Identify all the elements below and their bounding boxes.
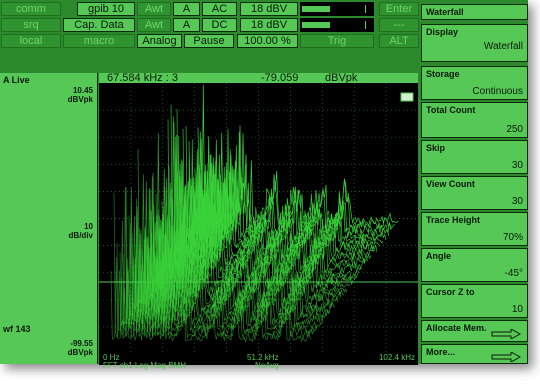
softkey-trace-height[interactable]: Trace Height 70% bbox=[421, 212, 528, 246]
macro-button[interactable]: macro bbox=[63, 34, 135, 48]
waterfall-trace bbox=[179, 128, 381, 251]
softkey-view-count[interactable]: View Count 30 bbox=[421, 176, 528, 210]
trace-description: FFT ch1 Log Mag BMH bbox=[103, 361, 186, 370]
enter-button[interactable]: Enter bbox=[379, 2, 419, 16]
softkey-more[interactable]: More... bbox=[421, 344, 528, 364]
coupling-dc-button[interactable]: DC bbox=[202, 18, 237, 32]
menu-title-waterfall: Waterfall bbox=[421, 4, 528, 20]
softkey-cursor-z[interactable]: Cursor Z to 10 bbox=[421, 284, 528, 318]
waterfall-trace bbox=[170, 104, 372, 263]
waterfall-trace bbox=[188, 141, 390, 240]
softkey-skip[interactable]: Skip 30 bbox=[421, 140, 528, 174]
local-indicator: local bbox=[1, 34, 61, 48]
dash-indicator: --- bbox=[379, 18, 419, 32]
averaging-status: NoAvg bbox=[255, 361, 279, 370]
waterfall-trace bbox=[143, 188, 345, 299]
channel-label: A Live bbox=[3, 75, 30, 85]
level-meter-1 bbox=[300, 2, 374, 16]
scale-bottom-value: -99.55 bbox=[70, 339, 93, 348]
scale-div-unit: dB/div bbox=[68, 231, 93, 240]
waterfall-trace bbox=[110, 257, 312, 344]
waterfall-trace bbox=[161, 179, 363, 275]
scale-div-value: 10 bbox=[84, 222, 93, 231]
waterfall-trace bbox=[146, 176, 348, 295]
waterfall-trace bbox=[182, 128, 384, 247]
waterfall-trace bbox=[149, 188, 351, 291]
gpib-address[interactable]: gpib 10 bbox=[77, 2, 135, 16]
waterfall-plot[interactable] bbox=[99, 83, 418, 365]
marker-readout: 67.584 kHz : 3 -79.059 dBVpk bbox=[99, 73, 418, 84]
range-ch2[interactable]: 18 dBV bbox=[240, 18, 298, 32]
alt-button[interactable]: ALT bbox=[379, 34, 419, 48]
progress-percent: 100.00 % bbox=[237, 34, 298, 48]
arrow-right-icon bbox=[491, 329, 521, 339]
marker-box-icon bbox=[400, 92, 414, 102]
scale-top-unit: dBVpk bbox=[67, 95, 93, 104]
arrow-right-icon bbox=[491, 352, 521, 362]
softkey-display[interactable]: Display Waterfall bbox=[421, 24, 528, 62]
waterfall-trace bbox=[173, 122, 375, 259]
waterfall-trace bbox=[185, 125, 387, 243]
channel-a-1[interactable]: A bbox=[173, 2, 200, 16]
softkey-storage[interactable]: Storage Continuous bbox=[421, 66, 528, 100]
left-scale-panel: A Live 10.45 dBVpk 10 dB/div wf 143 -99.… bbox=[0, 73, 98, 364]
freq-start: 0 Hz bbox=[103, 353, 120, 362]
level-meter-2 bbox=[300, 18, 374, 32]
softkey-allocate-memory[interactable]: Allocate Mem. bbox=[421, 320, 528, 342]
awt-a-2: Awt bbox=[137, 18, 171, 32]
scale-bottom-unit: dBVpk bbox=[67, 348, 93, 357]
waterfall-trace bbox=[128, 215, 330, 319]
comm-indicator: comm bbox=[1, 2, 61, 16]
softkey-total-count[interactable]: Total Count 250 bbox=[421, 102, 528, 138]
freq-end: 102.4 kHz bbox=[378, 353, 415, 362]
softkey-panel: Waterfall Display Waterfall Storage Cont… bbox=[421, 4, 528, 364]
analog-button[interactable]: Analog bbox=[137, 34, 182, 48]
waterfall-trace bbox=[197, 84, 399, 228]
coupling-ac-button[interactable]: AC bbox=[202, 2, 237, 16]
marker-unit: dBVpk bbox=[325, 72, 358, 84]
waterfall-index: wf 143 bbox=[3, 324, 31, 334]
cap-data-button[interactable]: Cap. Data bbox=[63, 18, 135, 32]
plot-footer: 0 Hz 51.2 kHz 102.4 kHz FFT ch1 Log Mag … bbox=[99, 353, 418, 370]
srq-indicator: srq bbox=[1, 18, 61, 32]
range-ch1[interactable]: 18 dBV bbox=[240, 2, 298, 16]
marker-frequency: 67.584 kHz : 3 bbox=[107, 72, 178, 84]
softkey-angle[interactable]: Angle -45° bbox=[421, 248, 528, 282]
marker-level: -79.059 bbox=[261, 72, 299, 84]
waterfall-traces bbox=[110, 84, 399, 344]
waterfall-trace bbox=[191, 125, 393, 235]
awt-a-1: Awt bbox=[137, 2, 171, 16]
analyzer-screen: comm gpib 10 Awt A AC 18 dBV Enter srq C… bbox=[0, 0, 528, 370]
scale-top-value: 10.45 bbox=[72, 86, 93, 95]
freq-mid: 51.2 kHz bbox=[247, 353, 279, 362]
waterfall-trace bbox=[155, 171, 357, 283]
channel-a-2[interactable]: A bbox=[173, 18, 200, 32]
trig-button[interactable]: Trig bbox=[300, 34, 374, 48]
waterfall-svg bbox=[99, 83, 418, 354]
pause-button[interactable]: Pause bbox=[184, 34, 234, 48]
